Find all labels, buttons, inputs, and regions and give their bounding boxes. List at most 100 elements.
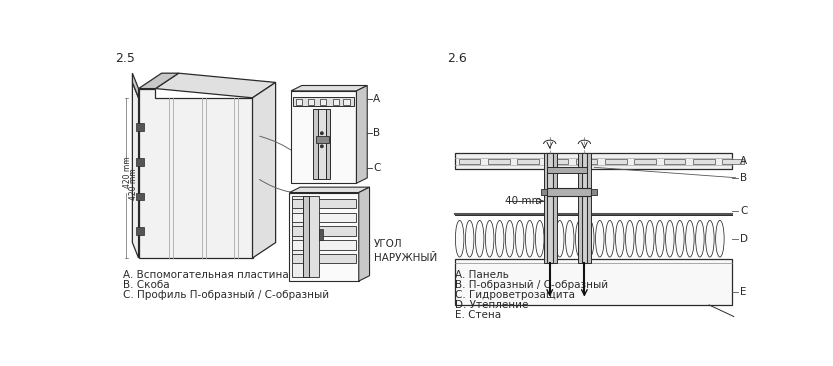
Text: E. Стена: E. Стена xyxy=(455,310,501,320)
Polygon shape xyxy=(357,86,367,183)
Bar xyxy=(576,158,597,164)
Bar xyxy=(291,91,357,183)
Bar xyxy=(547,188,591,195)
Bar xyxy=(591,189,597,195)
Text: 40 mm: 40 mm xyxy=(505,196,541,206)
Text: A. Вспомогательная пластина: A. Вспомогательная пластина xyxy=(123,269,289,280)
Bar xyxy=(292,197,302,277)
Polygon shape xyxy=(132,73,138,98)
Bar xyxy=(587,153,591,262)
Polygon shape xyxy=(359,187,370,281)
Bar xyxy=(137,158,144,165)
Bar xyxy=(541,189,547,195)
Text: B. П-образный / С-образный: B. П-образный / С-образный xyxy=(455,280,608,290)
Text: D. Утепление: D. Утепление xyxy=(455,299,528,310)
Bar xyxy=(303,197,310,277)
Ellipse shape xyxy=(716,220,724,257)
Polygon shape xyxy=(252,82,276,258)
Bar xyxy=(664,158,686,164)
Ellipse shape xyxy=(626,220,634,257)
Bar xyxy=(137,193,144,200)
Bar xyxy=(343,98,350,105)
Circle shape xyxy=(320,132,323,135)
Text: 2.6: 2.6 xyxy=(447,52,467,65)
Bar xyxy=(292,240,357,250)
Bar xyxy=(459,158,481,164)
Text: A: A xyxy=(740,156,747,166)
Bar xyxy=(317,135,329,143)
Bar xyxy=(578,153,582,262)
Bar xyxy=(582,153,587,262)
Bar xyxy=(292,213,357,222)
Ellipse shape xyxy=(496,220,504,257)
Ellipse shape xyxy=(616,220,624,257)
Text: C: C xyxy=(373,163,381,173)
Polygon shape xyxy=(289,187,370,193)
Ellipse shape xyxy=(586,220,594,257)
Ellipse shape xyxy=(556,220,564,257)
Bar xyxy=(455,259,732,305)
Bar xyxy=(722,158,744,164)
Ellipse shape xyxy=(506,220,514,257)
Ellipse shape xyxy=(676,220,684,257)
Circle shape xyxy=(320,145,323,148)
Text: C. Профиль П-образный / С-образный: C. Профиль П-образный / С-образный xyxy=(123,290,329,299)
Ellipse shape xyxy=(466,220,474,257)
Bar xyxy=(313,109,318,179)
Bar xyxy=(544,153,547,262)
Ellipse shape xyxy=(546,220,554,257)
Bar xyxy=(292,254,357,264)
Ellipse shape xyxy=(456,220,464,257)
Text: E: E xyxy=(740,287,746,297)
Ellipse shape xyxy=(486,220,494,257)
Text: 2.5: 2.5 xyxy=(116,52,135,65)
Text: 420 mm: 420 mm xyxy=(123,156,132,187)
Bar xyxy=(318,109,326,179)
Bar xyxy=(488,158,510,164)
Polygon shape xyxy=(138,89,252,258)
Bar xyxy=(546,158,568,164)
Text: B: B xyxy=(740,173,747,183)
Ellipse shape xyxy=(696,220,704,257)
Polygon shape xyxy=(132,82,138,258)
Ellipse shape xyxy=(656,220,664,257)
Ellipse shape xyxy=(566,220,574,257)
Text: A: A xyxy=(373,94,381,104)
Bar xyxy=(547,167,587,173)
Ellipse shape xyxy=(666,220,674,257)
Bar xyxy=(553,153,556,262)
Ellipse shape xyxy=(476,220,484,257)
Text: A. Панель: A. Панель xyxy=(455,269,509,280)
Text: C. Гидроветрозащита: C. Гидроветрозащита xyxy=(455,290,575,299)
Polygon shape xyxy=(156,73,276,98)
Bar xyxy=(320,98,327,105)
Bar xyxy=(605,158,626,164)
Ellipse shape xyxy=(706,220,714,257)
Ellipse shape xyxy=(576,220,584,257)
Ellipse shape xyxy=(516,220,524,257)
Bar xyxy=(693,158,715,164)
Ellipse shape xyxy=(526,220,534,257)
Text: B. Скоба: B. Скоба xyxy=(123,280,170,290)
Bar xyxy=(137,123,144,131)
Bar xyxy=(517,158,539,164)
Bar xyxy=(289,193,359,281)
Bar xyxy=(293,97,354,106)
Bar xyxy=(308,98,314,105)
Bar xyxy=(292,199,357,208)
Bar xyxy=(292,227,357,236)
Text: УГОЛ
НАРУЖНЫЙ: УГОЛ НАРУЖНЫЙ xyxy=(374,239,437,263)
Polygon shape xyxy=(138,73,178,89)
Polygon shape xyxy=(291,86,367,91)
Ellipse shape xyxy=(636,220,644,257)
Bar xyxy=(319,229,322,240)
Bar xyxy=(332,98,339,105)
Bar xyxy=(310,197,319,277)
Ellipse shape xyxy=(606,220,614,257)
Bar xyxy=(455,153,732,169)
Text: 420 mm: 420 mm xyxy=(128,168,137,200)
Bar xyxy=(326,109,330,179)
Ellipse shape xyxy=(596,220,604,257)
Text: B: B xyxy=(373,128,381,138)
Bar xyxy=(547,153,553,262)
